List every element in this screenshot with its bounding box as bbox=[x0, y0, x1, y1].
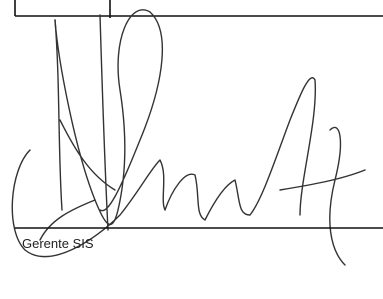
signature-stroke bbox=[280, 127, 365, 265]
signer-role: Gerente SIS bbox=[22, 236, 94, 251]
signature bbox=[12, 10, 365, 265]
signature-stroke bbox=[55, 10, 162, 225]
signature-stroke bbox=[12, 78, 315, 257]
signature-scan: Gerente SIS bbox=[0, 0, 383, 299]
page: Gerente SIS (() => { const data = JSON.p… bbox=[0, 0, 383, 299]
form-box bbox=[15, 0, 383, 18]
signature-stroke bbox=[55, 15, 108, 230]
